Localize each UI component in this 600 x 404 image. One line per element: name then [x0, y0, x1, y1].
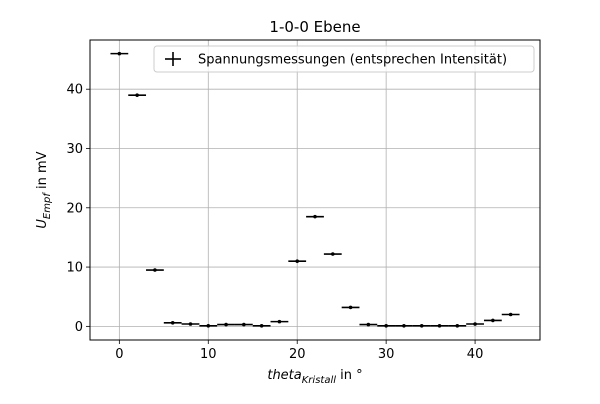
data-point	[288, 259, 307, 263]
data-point	[466, 322, 484, 326]
point-marker	[508, 312, 513, 317]
data-point	[501, 312, 520, 317]
data-point	[323, 252, 342, 256]
data-layer	[110, 51, 520, 328]
point-marker	[242, 322, 246, 327]
data-point	[306, 214, 324, 219]
data-point	[234, 322, 253, 327]
y-axis-label: UEmpf in mV	[35, 151, 53, 228]
x-axis-label-suffix: in °	[336, 368, 363, 383]
x-axis-label-main: theta	[267, 368, 301, 383]
data-point	[395, 323, 413, 328]
point-marker	[153, 268, 157, 272]
point-marker	[224, 322, 228, 327]
point-marker	[419, 323, 424, 328]
data-point	[252, 323, 271, 328]
legend-entry-label: Spannungsmessungen (entsprechen Intensit…	[198, 53, 507, 68]
x-tick-label: 0	[115, 347, 123, 362]
point-marker	[117, 51, 122, 56]
legend: Spannungsmessungen (entsprechen Intensit…	[153, 45, 535, 73]
data-point	[217, 322, 235, 327]
y-tick-label: 10	[66, 261, 83, 276]
point-marker	[491, 318, 495, 323]
x-tick-label: 30	[378, 347, 395, 362]
point-marker	[330, 252, 335, 256]
y-axis-label-sub: Empf	[42, 192, 53, 219]
data-point	[341, 305, 360, 310]
y-axis-label-main: U	[35, 219, 50, 229]
point-marker	[384, 323, 388, 328]
data-point	[181, 322, 200, 326]
data-point	[199, 323, 218, 328]
grid	[90, 40, 540, 340]
point-marker	[348, 305, 353, 310]
data-point	[163, 321, 182, 325]
legend-box	[153, 45, 535, 73]
y-tick-label: 20	[66, 201, 83, 216]
y-tick-label: 30	[66, 142, 83, 157]
plot-area-frame	[89, 39, 541, 341]
point-marker	[277, 319, 282, 324]
point-marker	[188, 322, 193, 326]
data-point	[412, 323, 431, 328]
data-point	[448, 323, 467, 328]
x-axis-label-sub: Kristall	[302, 375, 336, 386]
data-point	[110, 51, 129, 56]
point-marker	[135, 93, 139, 97]
x-tick-label: 20	[289, 347, 306, 362]
point-marker	[366, 322, 371, 327]
chart-title: 1-0-0 Ebene	[269, 18, 360, 36]
point-marker	[455, 323, 460, 328]
point-marker	[402, 323, 406, 328]
y-tick-label: 0	[75, 320, 83, 335]
x-axis-label: thetaKristall in °	[267, 368, 362, 386]
data-point	[483, 318, 502, 323]
data-point	[146, 268, 164, 272]
point-marker	[437, 323, 442, 328]
data-point	[270, 319, 289, 324]
point-marker	[295, 259, 300, 263]
legend-marker-icon	[165, 52, 181, 66]
x-tick-label: 40	[467, 347, 484, 362]
point-marker	[473, 322, 477, 326]
data-point	[359, 322, 378, 327]
point-marker	[259, 323, 264, 328]
data-point	[128, 93, 147, 97]
data-point	[430, 323, 449, 328]
ticks: 0 10 20 30 40 0 10 20 30 40	[66, 83, 483, 362]
x-tick-label: 10	[200, 347, 217, 362]
point-marker	[206, 323, 211, 328]
point-marker	[313, 214, 317, 219]
y-axis-label-suffix: in mV	[35, 151, 50, 193]
point-marker	[170, 321, 175, 325]
data-point	[377, 323, 396, 328]
y-tick-label: 40	[66, 83, 83, 98]
